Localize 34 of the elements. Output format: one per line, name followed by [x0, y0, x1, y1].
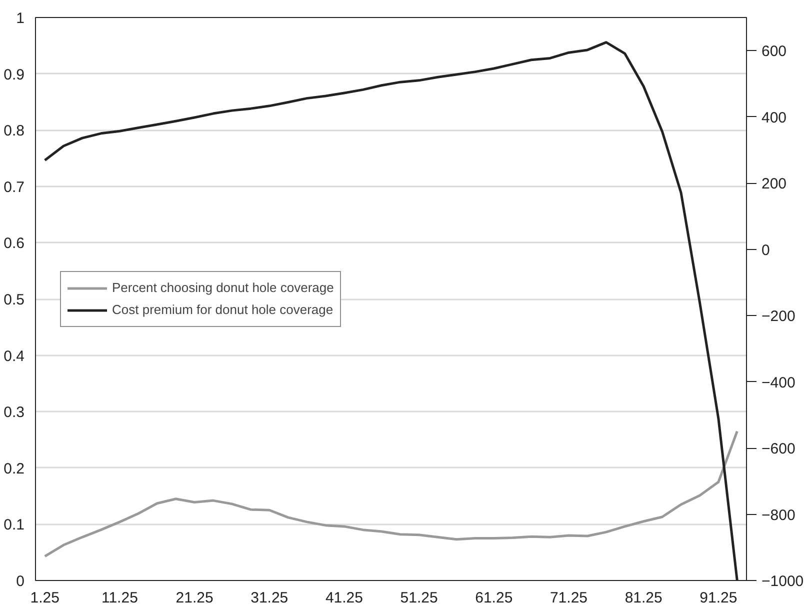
y2-tick-label: −1000: [762, 573, 804, 590]
y2-tick-label: −200: [762, 308, 796, 326]
y2-tick-label: 200: [762, 176, 787, 193]
y-tick-label: 0.9: [4, 66, 25, 84]
y2-tick-label: 0: [762, 242, 770, 259]
x-tick-label: 61.25: [475, 590, 513, 605]
legend-label: Percent choosing donut hole coverage: [112, 280, 334, 295]
y-tick-label: 0.8: [4, 122, 25, 140]
y-tick-label: 0.7: [4, 178, 25, 196]
y2-tick-label: 400: [762, 109, 787, 126]
x-tick-label: 11.25: [101, 590, 138, 605]
y-tick-label: 0.2: [4, 460, 25, 478]
x-tick-label: 51.25: [400, 590, 438, 605]
x-tick-label: 71.25: [550, 590, 588, 605]
x-tick-label: 21.25: [176, 590, 214, 605]
y2-tick-label: 600: [762, 43, 787, 60]
y-tick-label: 0: [16, 573, 24, 590]
y2-tick-label: −800: [762, 506, 796, 524]
x-tick-label: 81.25: [624, 590, 662, 605]
y-tick-label: 1: [16, 10, 24, 27]
x-tick-label: 31.25: [250, 590, 288, 605]
legend-label: Cost premium for donut hole coverage: [112, 302, 334, 317]
y-tick-label: 0.4: [4, 348, 25, 365]
y-tick-label: 0.3: [4, 404, 25, 422]
y-tick-label: 0.5: [4, 292, 25, 308]
y-tick-label: 0.6: [4, 235, 25, 252]
x-tick-label: 91.25: [700, 590, 738, 605]
x-tick-label: 41.25: [325, 590, 363, 605]
y2-tick-label: −400: [762, 374, 796, 392]
y-tick-label: 0.1: [4, 516, 25, 534]
y2-tick-label: −600: [762, 440, 796, 458]
line-series: [44, 41, 738, 580]
x-tick-label: 1.25: [30, 590, 60, 605]
line-series: [44, 430, 738, 558]
